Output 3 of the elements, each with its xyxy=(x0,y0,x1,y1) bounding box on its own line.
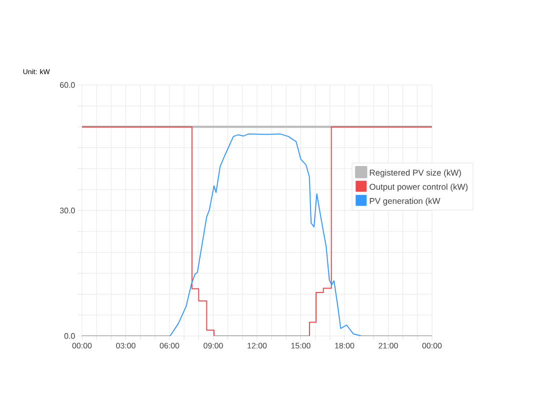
legend-label: Registered PV size (kW) xyxy=(370,169,461,178)
legend-label: PV generation (kW xyxy=(370,198,440,206)
legend-label: Output power control (kW) xyxy=(370,184,468,192)
